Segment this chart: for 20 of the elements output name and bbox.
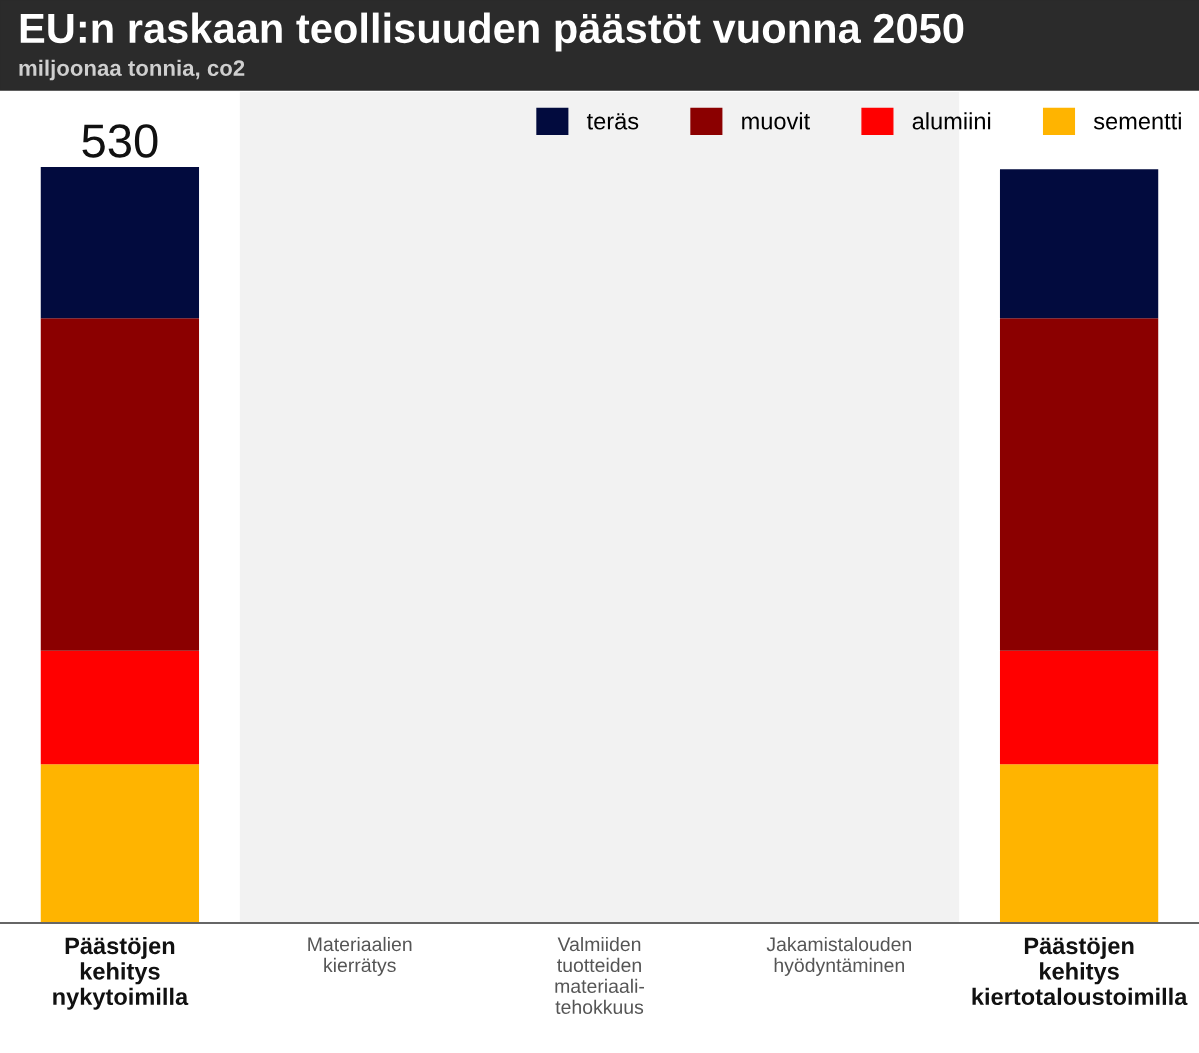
chart-title: EU:n raskaan teollisuuden päästöt vuonna 2050 (20, 12, 964, 52)
x-tick-label: Jakamistalouden hyödyntäminen (766, 936, 911, 976)
legend-label: sementti (1093, 112, 1181, 130)
bar (999, 764, 1159, 923)
bar (999, 650, 1159, 765)
legend-label: teräs (586, 113, 639, 130)
x-tick-label: Materiaalien kierrätys (308, 936, 412, 976)
legend-label: alumiini (912, 112, 991, 130)
bar (40, 167, 200, 319)
bar (999, 169, 1159, 319)
x-tick-label: Päästöjen kehitys nykytoimilla (53, 936, 189, 1010)
x-tick-label: Päästöjen kehitys kiertotaloustoimilla (972, 936, 1188, 1006)
bar (40, 318, 200, 651)
bar (40, 650, 200, 765)
chart-subtitle: miljoonaa tonnia, co2 (19, 59, 245, 81)
x-tick-label: Valmiiden tuotteiden materiaali- tehokkuus (555, 936, 645, 1014)
bar (40, 764, 200, 923)
annotation: 530 (82, 124, 158, 158)
bar (999, 318, 1159, 651)
legend-label: muovit (742, 112, 810, 130)
